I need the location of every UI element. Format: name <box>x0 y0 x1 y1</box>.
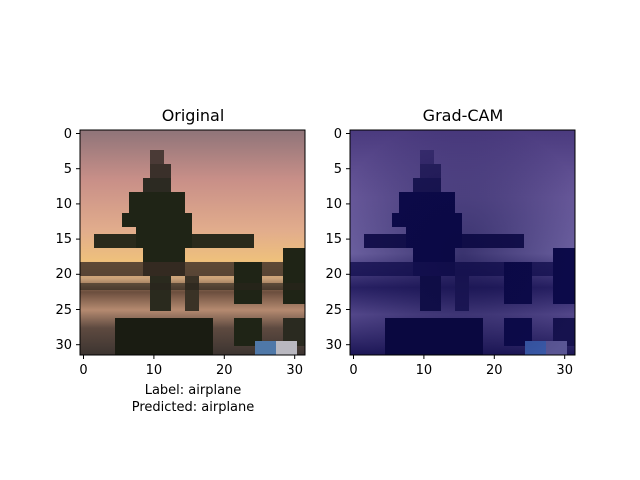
x-axis-original: 0 10 20 30 <box>79 355 303 378</box>
y-tick-10: 10 <box>55 197 80 212</box>
x-tick-0: 0 <box>349 355 358 378</box>
x-tick-0: 0 <box>79 355 88 378</box>
svg-text:30: 30 <box>325 338 342 353</box>
y-tick-15: 15 <box>325 232 350 247</box>
y-tick-10: 10 <box>325 197 350 212</box>
axes-title-original: Original <box>162 106 225 125</box>
x-tick-10: 10 <box>416 355 433 378</box>
image-original <box>80 130 305 355</box>
axes-original: Original <box>55 106 306 415</box>
y-tick-0: 0 <box>64 127 80 142</box>
y-tick-30: 30 <box>55 338 80 353</box>
svg-text:20: 20 <box>486 363 503 378</box>
y-tick-5: 5 <box>64 162 80 177</box>
svg-text:20: 20 <box>216 363 233 378</box>
svg-text:25: 25 <box>55 303 72 318</box>
axes-frame-gradcam <box>349 129 576 356</box>
axes-frame-original <box>79 129 306 356</box>
svg-text:10: 10 <box>416 363 433 378</box>
y-tick-30: 30 <box>325 338 350 353</box>
svg-text:30: 30 <box>55 338 72 353</box>
svg-text:20: 20 <box>55 267 72 282</box>
y-tick-20: 20 <box>55 267 80 282</box>
svg-text:0: 0 <box>64 127 72 142</box>
x-axis-gradcam: 0 10 20 30 <box>349 355 573 378</box>
svg-text:30: 30 <box>556 363 573 378</box>
x-label-line-1: Label: airplane <box>145 383 242 398</box>
image-gradcam <box>350 130 575 355</box>
y-tick-25: 25 <box>55 303 80 318</box>
x-label-line-2: Predicted: airplane <box>132 400 255 415</box>
x-tick-20: 20 <box>216 355 233 378</box>
x-tick-20: 20 <box>486 355 503 378</box>
svg-text:15: 15 <box>55 232 72 247</box>
svg-text:0: 0 <box>334 127 342 142</box>
svg-text:20: 20 <box>325 267 342 282</box>
axes-gradcam: Grad-CAM <box>325 106 576 378</box>
y-tick-25: 25 <box>325 303 350 318</box>
y-axis-gradcam: 0 5 10 15 20 25 30 <box>325 127 350 353</box>
x-tick-10: 10 <box>146 355 163 378</box>
svg-text:10: 10 <box>325 197 342 212</box>
y-tick-5: 5 <box>334 162 350 177</box>
y-axis-original: 0 5 10 15 20 25 30 <box>55 127 80 353</box>
svg-text:10: 10 <box>55 197 72 212</box>
y-tick-0: 0 <box>334 127 350 142</box>
svg-text:25: 25 <box>325 303 342 318</box>
y-tick-20: 20 <box>325 267 350 282</box>
svg-text:5: 5 <box>334 162 342 177</box>
y-tick-15: 15 <box>55 232 80 247</box>
svg-text:5: 5 <box>64 162 72 177</box>
svg-text:10: 10 <box>146 363 163 378</box>
svg-text:0: 0 <box>349 363 357 378</box>
axes-title-gradcam: Grad-CAM <box>423 106 504 125</box>
svg-text:0: 0 <box>79 363 87 378</box>
x-tick-30: 30 <box>556 355 573 378</box>
svg-text:15: 15 <box>325 232 342 247</box>
x-tick-30: 30 <box>286 355 303 378</box>
svg-text:30: 30 <box>286 363 303 378</box>
